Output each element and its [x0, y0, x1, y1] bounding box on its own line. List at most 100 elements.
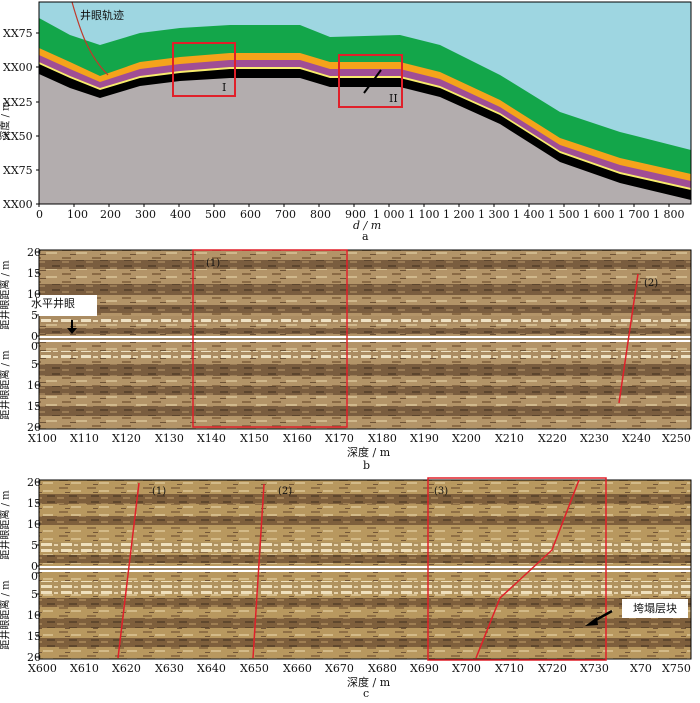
track-label: 井眼轨迹 — [80, 9, 124, 22]
x-tick-label: 0 — [36, 208, 43, 221]
x-tick-label: 1 400 — [513, 208, 545, 221]
x-tick-label: X660 — [283, 662, 312, 675]
y-tick-label: 15 — [27, 267, 41, 280]
y-axis-ticks — [36, 32, 39, 205]
x-tick-label: 300 — [135, 208, 156, 221]
wellbore-track — [71, 2, 109, 76]
x-tick-label: 500 — [205, 208, 226, 221]
x-axis-label: 深度 / m — [347, 446, 391, 459]
x-tick-label: 800 — [310, 208, 331, 221]
x-tick-label: 1 500 — [548, 208, 580, 221]
y-tick-label: 15 — [27, 630, 41, 643]
zone-label-2: II — [389, 92, 398, 105]
y-tick-label: XX50 — [3, 130, 33, 143]
fault-line — [363, 69, 382, 94]
panel-caption: c — [363, 687, 370, 700]
x-tick-label: X720 — [538, 662, 567, 675]
y-axis-label-bottom: 距井眼距离 / m — [0, 350, 12, 420]
x-tick-label: X220 — [538, 432, 567, 445]
x-tick-label: X250 — [662, 432, 691, 445]
x-axis-label: 深度 / m — [347, 676, 391, 689]
x-tick-label: X730 — [580, 662, 609, 675]
zone-box-1 — [172, 42, 236, 97]
x-tick-label: 600 — [240, 208, 261, 221]
y-tick-label: 15 — [27, 400, 41, 413]
y-axis-label: 深度 / m — [0, 101, 12, 141]
x-tick-label: X200 — [452, 432, 481, 445]
x-tick-label: X120 — [112, 432, 141, 445]
y-axis-label-bottom: 距井眼距离 / m — [0, 580, 12, 650]
x-tick-label: X690 — [410, 662, 439, 675]
rock-layer — [39, 74, 691, 204]
x-tick-label: X240 — [622, 432, 651, 445]
x-tick-label: 1 300 — [478, 208, 510, 221]
x-tick-label: X600 — [28, 662, 57, 675]
x-tick-label: X150 — [240, 432, 269, 445]
fracture-mark-3: (3) — [434, 486, 449, 497]
y-tick-label: 20 — [27, 246, 41, 259]
geologic-cross-section — [36, 1, 692, 207]
y-tick-label: 15 — [27, 497, 41, 510]
x-tick-label: X130 — [155, 432, 184, 445]
x-tick-label: X170 — [325, 432, 354, 445]
panel-caption: a — [362, 230, 369, 243]
y-tick-label: 0 — [31, 560, 38, 573]
fracture-mark-1: (1) — [152, 486, 167, 497]
x-tick-label: X680 — [368, 662, 397, 675]
x-tick-label: 1 800 — [653, 208, 685, 221]
panel-b-image-log: 水平井眼 (1) (2) 20 15 10 5 0 0 5 10 15 20 距… — [0, 240, 700, 474]
x-tick-label: 1 600 — [583, 208, 615, 221]
x-axis-ticks — [38, 204, 670, 207]
y-tick-label: 5 — [31, 588, 38, 601]
x-tick-label: 1 200 — [443, 208, 475, 221]
x-tick-label: 1 000 — [373, 208, 405, 221]
y-tick-label: 0 — [31, 340, 38, 353]
collapse-outline — [475, 479, 580, 659]
x-tick-label: X620 — [112, 662, 141, 675]
x-tick-label: X100 — [28, 432, 57, 445]
x-tick-label: X140 — [197, 432, 226, 445]
callout-label: 水平井眼 — [31, 297, 75, 310]
y-tick-label: XX75 — [3, 27, 33, 40]
x-tick-label: X70 — [630, 662, 652, 675]
fracture-line-1 — [117, 482, 140, 659]
x-tick-label: X210 — [495, 432, 524, 445]
callout-label: 垮塌层块 — [633, 602, 677, 615]
y-tick-label: 20 — [27, 476, 41, 489]
x-tick-label: 900 — [345, 208, 366, 221]
x-tick-label: X700 — [452, 662, 481, 675]
x-axis-label: d / m — [353, 219, 382, 232]
fracture-line-2 — [252, 483, 265, 659]
borehole-image-c — [36, 477, 692, 661]
x-tick-label: X160 — [283, 432, 312, 445]
y-axis-label-top: 距井眼距离 / m — [0, 260, 12, 330]
y-tick-label: 10 — [27, 609, 41, 622]
borehole-image-b — [14, 249, 692, 430]
x-tick-label: X190 — [410, 432, 439, 445]
y-tick-label: XX00 — [3, 61, 33, 74]
y-tick-label: XX75 — [3, 164, 33, 177]
y-tick-label: 5 — [31, 358, 38, 371]
fracture-mark-2: (2) — [278, 486, 293, 497]
x-tick-label: X710 — [495, 662, 524, 675]
x-tick-label: 1 100 — [408, 208, 440, 221]
zone-box-3 — [427, 477, 607, 661]
y-tick-label: XX00 — [3, 198, 33, 211]
zone-label-1: I — [222, 81, 227, 94]
x-tick-label: 700 — [275, 208, 296, 221]
x-tick-label: X650 — [240, 662, 269, 675]
y-tick-label: 5 — [31, 309, 38, 322]
y-tick-label: 0 — [31, 570, 38, 583]
y-tick-label: 20 — [27, 651, 41, 664]
x-tick-label: X670 — [325, 662, 354, 675]
y-axis-label-top: 距井眼距离 / m — [0, 490, 12, 560]
zone-box-2 — [338, 54, 403, 108]
x-tick-label: X750 — [662, 662, 691, 675]
x-tick-label: 1 700 — [618, 208, 650, 221]
callout-box — [622, 599, 688, 618]
x-tick-label: X630 — [155, 662, 184, 675]
y-tick-label: 10 — [27, 518, 41, 531]
panel-c-image-log: 垮塌层块 (1) (2) (3) 20 15 10 5 0 0 5 10 15 … — [0, 470, 700, 703]
x-tick-label: X640 — [197, 662, 226, 675]
callout-box — [14, 295, 97, 316]
